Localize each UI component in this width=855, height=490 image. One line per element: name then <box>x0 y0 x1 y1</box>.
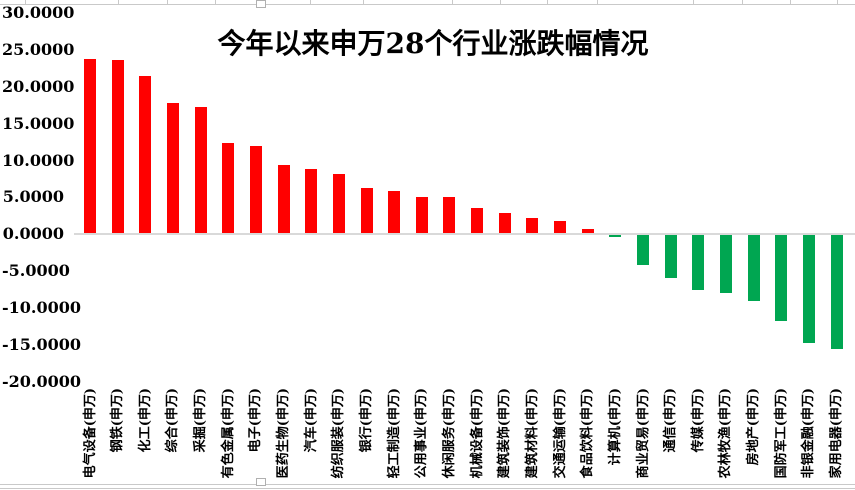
bar-电气设备(申万)[interactable] <box>84 59 96 233</box>
bar-国防军工(申万)[interactable] <box>775 235 787 321</box>
bar-采掘(申万)[interactable] <box>195 107 207 233</box>
x-axis-label: 电子(申万) <box>248 388 263 453</box>
bar-银行(申万)[interactable] <box>361 188 373 233</box>
bar-建筑装饰(申万)[interactable] <box>499 213 511 233</box>
x-axis-label: 食品饮料(申万) <box>580 388 595 479</box>
y-axis-tick-label: 0.0000 <box>2 224 64 243</box>
bar-食品饮料(申万)[interactable] <box>582 229 594 233</box>
bar-通信(申万)[interactable] <box>665 235 677 278</box>
x-axis-label: 国防军工(申万) <box>774 388 789 479</box>
bar-纺织服装(申万)[interactable] <box>333 174 345 233</box>
y-axis-tick-label: -5.0000 <box>2 261 70 280</box>
x-axis-label: 家用电器(申万) <box>829 388 844 479</box>
worksheet-column-border <box>310 0 311 4</box>
worksheet-bottom-row-border <box>0 484 855 485</box>
x-axis-label: 通信(申万) <box>663 388 678 453</box>
y-axis-tick-label: 25.0000 <box>2 40 75 59</box>
bar-农林牧渔(申万)[interactable] <box>720 235 732 293</box>
x-axis-label: 农林牧渔(申万) <box>718 388 733 479</box>
bar-房地产(申万)[interactable] <box>748 235 760 301</box>
bar-电子(申万)[interactable] <box>250 146 262 233</box>
bar-非银金融(申万)[interactable] <box>803 235 815 343</box>
x-axis-label: 轻工制造(申万) <box>387 388 402 479</box>
x-axis-label: 电气设备(申万) <box>83 388 98 479</box>
bar-医药生物(申万)[interactable] <box>278 165 290 233</box>
x-axis-label: 休闲服务(申万) <box>442 388 457 479</box>
x-axis-label: 钢铁(申万) <box>110 388 125 453</box>
x-axis-label: 商业贸易(申万) <box>636 388 651 479</box>
worksheet-column-border <box>363 0 364 4</box>
worksheet-column-border <box>118 0 119 4</box>
worksheet-bottom-row-border-2 <box>0 488 855 489</box>
worksheet-column-border <box>167 0 168 4</box>
y-axis-tick-label: 20.0000 <box>2 77 75 96</box>
x-axis-label: 采掘(申万) <box>193 388 208 453</box>
worksheet-column-border <box>215 0 216 4</box>
bar-商业贸易(申万)[interactable] <box>637 235 649 265</box>
bar-化工(申万)[interactable] <box>139 76 151 233</box>
bar-传媒(申万)[interactable] <box>692 235 704 290</box>
bar-有色金属(申万)[interactable] <box>222 143 234 233</box>
bar-交通运输(申万)[interactable] <box>554 221 566 233</box>
x-axis-label: 银行(申万) <box>359 388 374 453</box>
bar-轻工制造(申万)[interactable] <box>388 191 400 233</box>
worksheet-column-border <box>547 0 548 4</box>
y-axis-tick-label: -10.0000 <box>2 298 82 317</box>
x-axis-label: 综合(申万) <box>165 388 180 453</box>
y-axis-tick-label: 5.0000 <box>2 187 64 206</box>
y-axis-tick-label: -15.0000 <box>2 335 82 354</box>
bar-机械设备(申万)[interactable] <box>471 208 483 233</box>
x-axis-label: 计算机(申万) <box>608 388 623 466</box>
bar-家用电器(申万)[interactable] <box>831 235 843 349</box>
worksheet-column-border <box>693 0 694 4</box>
y-axis-tick-label: -20.0000 <box>2 372 82 391</box>
x-axis-label: 传媒(申万) <box>691 388 706 453</box>
bar-公用事业(申万)[interactable] <box>416 197 428 233</box>
x-axis-label: 非银金融(申万) <box>801 388 816 479</box>
bar-建筑材料(申万)[interactable] <box>526 218 538 233</box>
worksheet-column-border <box>25 0 26 4</box>
worksheet-column-border <box>597 0 598 4</box>
x-axis-line <box>74 233 855 235</box>
worksheet-column-border <box>500 0 501 4</box>
x-axis-label: 机械设备(申万) <box>470 388 485 479</box>
y-axis-tick-label: 30.0000 <box>2 3 75 22</box>
chart-selection-handle-top[interactable] <box>256 0 266 8</box>
chart-title[interactable]: 今年以来申万28个行业涨跌幅情况 <box>217 27 649 60</box>
worksheet-column-border <box>452 0 453 4</box>
x-axis-label: 有色金属(申万) <box>221 388 236 479</box>
bar-综合(申万)[interactable] <box>167 103 179 233</box>
bar-钢铁(申万)[interactable] <box>112 60 124 233</box>
worksheet-column-border <box>790 0 791 4</box>
bar-休闲服务(申万)[interactable] <box>443 197 455 233</box>
x-axis-label: 房地产(申万) <box>746 388 761 466</box>
x-axis-label: 化工(申万) <box>138 388 153 453</box>
y-axis-tick-label: 10.0000 <box>2 151 75 170</box>
x-axis-label: 建筑材料(申万) <box>525 388 540 479</box>
y-axis-tick-label: 15.0000 <box>2 114 75 133</box>
x-axis-label: 汽车(申万) <box>304 388 319 453</box>
x-axis-label: 纺织服装(申万) <box>331 388 346 479</box>
worksheet-top-row-border <box>0 4 855 5</box>
x-axis-label: 交通运输(申万) <box>553 388 568 479</box>
chart-selection-handle-bottom[interactable] <box>256 478 266 486</box>
worksheet-column-border <box>742 0 743 4</box>
worksheet-column-border <box>837 0 838 4</box>
x-axis-label: 建筑装饰(申万) <box>497 388 512 479</box>
bar-计算机(申万)[interactable] <box>609 235 621 237</box>
x-axis-label: 公用事业(申万) <box>414 388 429 479</box>
x-axis-label: 医药生物(申万) <box>276 388 291 479</box>
bar-汽车(申万)[interactable] <box>305 169 317 233</box>
